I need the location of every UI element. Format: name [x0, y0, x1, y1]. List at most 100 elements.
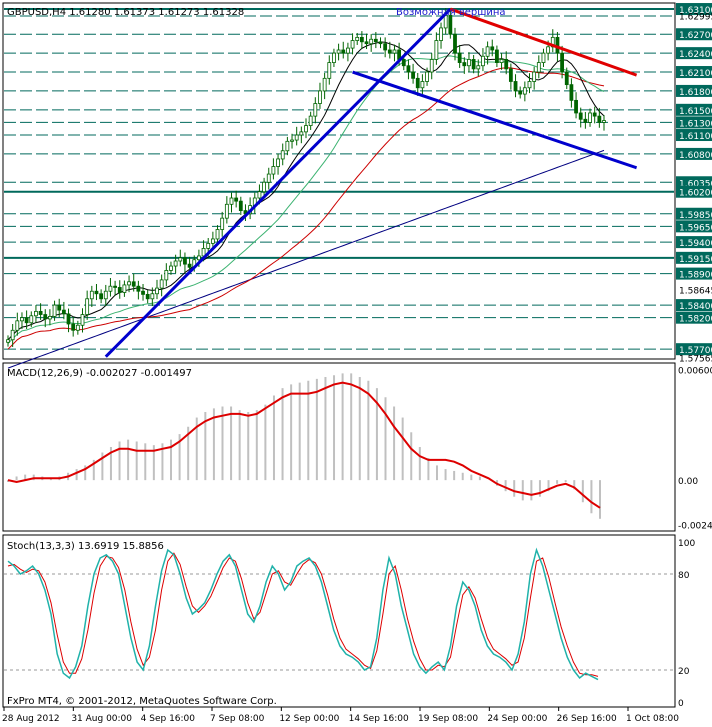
candle-body: [57, 304, 62, 311]
candle-body: [271, 166, 276, 175]
price-tag-bg: [676, 28, 712, 41]
candle-body: [420, 81, 425, 89]
price-tick-label: 1.62700: [679, 31, 712, 41]
candle-body: [276, 158, 280, 167]
candle-body: [89, 290, 94, 300]
candle-body: [80, 314, 85, 326]
price-panel-frame: [2, 2, 676, 360]
stoch-plot: 100 80 20 0: [4, 539, 695, 709]
candle-body: [183, 257, 187, 265]
candle-body: [546, 46, 551, 54]
price-tick-label: 1.61100: [679, 132, 712, 142]
candle-body: [85, 298, 90, 315]
time-tick-label: 24 Sep 00:00: [487, 714, 547, 724]
candle-body: [597, 115, 602, 123]
stoch-main-line: [7, 547, 599, 681]
candle-body: [392, 49, 397, 54]
candle-body: [290, 139, 294, 142]
price-tick-label: 1.60350: [679, 179, 712, 189]
macd-tick-label: 0.00600: [678, 367, 712, 377]
candle-body: [495, 49, 499, 63]
candle-body: [490, 46, 495, 51]
stoch-panel-frame: [2, 534, 676, 708]
candle-body: [61, 309, 66, 315]
ma-blue-line: [7, 149, 605, 369]
candle-body: [327, 62, 332, 79]
candle-body: [457, 52, 462, 63]
price-tag-bg: [676, 147, 712, 160]
candle-body: [257, 191, 262, 199]
peak-annotation: Возможная вершина: [396, 7, 506, 18]
candle-body: [513, 81, 518, 92]
candle-body: [122, 284, 127, 293]
price-tag-bg: [676, 185, 712, 198]
candle-body: [536, 62, 541, 73]
candles: [6, 8, 606, 347]
price-tag-bg: [676, 251, 712, 264]
time-tick-label: 31 Aug 00:00: [71, 714, 132, 724]
candle-body: [411, 71, 415, 79]
candle-body: [346, 47, 350, 54]
time-tick-label: 28 Aug 2012: [2, 714, 60, 724]
candle-body: [341, 49, 346, 54]
price-tag-bg: [676, 116, 712, 129]
candle-body: [127, 281, 131, 286]
candle-body: [401, 59, 406, 67]
price-tick-label: 1.62100: [679, 69, 712, 79]
candle-body: [560, 52, 564, 73]
lower-channel-line: [352, 70, 638, 170]
candle-body: [429, 59, 434, 73]
candle-body: [75, 324, 80, 331]
candle-body: [471, 59, 476, 70]
candle-body: [308, 115, 313, 126]
candle-body: [99, 293, 104, 300]
stoch-tick-label: 80: [678, 571, 690, 581]
candle-body: [350, 40, 355, 49]
price-tag-bg: [676, 103, 712, 116]
candle-body: [378, 41, 383, 45]
candle-body: [113, 285, 117, 288]
candle-body: [527, 81, 532, 89]
candle-body: [583, 118, 588, 123]
candle-body: [318, 90, 322, 104]
candle-body: [24, 317, 29, 324]
price-tick-label: 1.61500: [679, 107, 712, 117]
stoch-tick-label: 20: [678, 667, 690, 677]
candle-body: [145, 293, 150, 300]
price-tick-label: 1.60800: [679, 151, 712, 161]
stoch-title: Stoch(13,3,3) 13.6919 15.8856: [7, 541, 164, 552]
candle-body: [504, 59, 509, 70]
candle-body: [262, 181, 266, 193]
time-tick-label: 4 Sep 16:00: [141, 714, 196, 724]
candle-body: [574, 99, 578, 114]
candle-body: [299, 131, 304, 136]
candle-body: [485, 46, 490, 57]
candle-body: [564, 71, 569, 86]
candle-body: [266, 173, 271, 183]
candle-body: [448, 14, 453, 35]
candle-body: [210, 238, 215, 244]
stoch-tick-label: 100: [678, 539, 695, 549]
candle-body: [178, 257, 183, 262]
candle-body: [532, 71, 537, 82]
uptrend-line: [104, 7, 452, 358]
candle-body: [15, 320, 20, 331]
candle-body: [476, 65, 481, 70]
candle-body: [220, 217, 225, 230]
candle-body: [136, 285, 141, 292]
candle-body: [94, 290, 99, 295]
candle-body: [48, 316, 52, 320]
candle-body: [592, 112, 597, 117]
candle-body: [336, 49, 341, 54]
candle-body: [169, 265, 173, 271]
price-tag-bg: [676, 299, 712, 312]
candle-body: [467, 59, 471, 67]
candle-body: [197, 255, 201, 261]
upper-resistance-line: [449, 7, 638, 77]
time-tick-label: 7 Sep 08:00: [210, 714, 265, 724]
price-tick-label: 1.60200: [679, 189, 712, 199]
candle-body: [359, 36, 364, 43]
copyright: FxPro MT4, © 2001-2012, MetaQuotes Softw…: [7, 696, 277, 707]
trend-lines: [104, 7, 638, 358]
